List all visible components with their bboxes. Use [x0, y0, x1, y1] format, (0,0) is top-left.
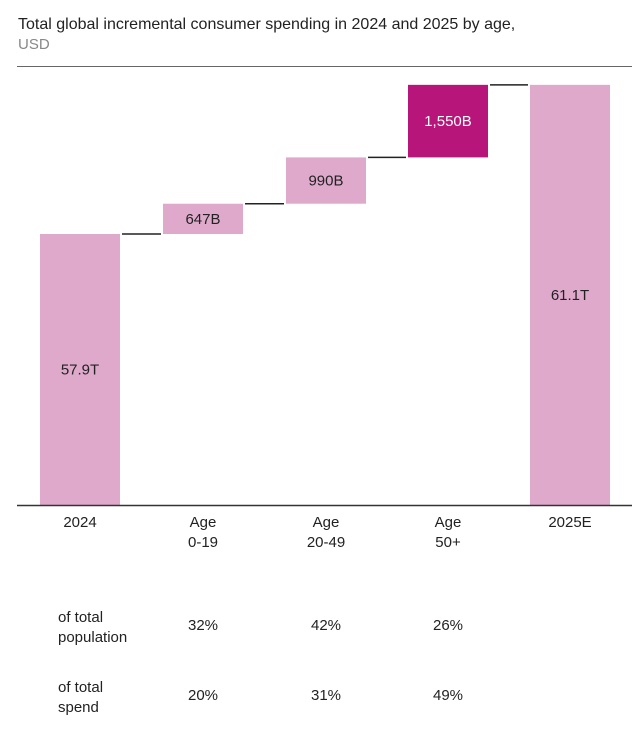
category-line1: 2025E: [548, 514, 592, 531]
category-label: 2024: [30, 513, 130, 533]
category-line1: Age: [189, 514, 217, 531]
bar-3: [408, 84, 488, 158]
category-label: Age 20-49: [276, 513, 376, 553]
bar-2: [286, 157, 366, 204]
category-label: Age 0-19: [153, 513, 253, 553]
category-label: 2025E: [520, 513, 620, 533]
bar-label-2: 990B: [308, 173, 343, 190]
population-20-49: 42%: [310, 617, 342, 634]
row-label-spend: of total spend: [58, 678, 103, 718]
population-0-19: 32%: [187, 617, 219, 634]
category-line2: 50+: [435, 534, 461, 551]
row-label-population: of total population: [58, 608, 127, 648]
chart-title: Total global incremental consumer spendi…: [18, 16, 516, 33]
category-line1: Age: [312, 514, 340, 531]
row-label-line2: spend: [58, 699, 99, 716]
row-label-line1: of total: [58, 609, 104, 626]
bar-label-1: 647B: [185, 211, 220, 228]
bar-0: [40, 234, 120, 505]
title-divider: [17, 66, 632, 67]
category-label: Age 50+: [398, 513, 498, 553]
bar-4: [530, 84, 610, 506]
bar-label-0: 57.9T: [61, 362, 99, 379]
category-line2: 0-19: [187, 534, 219, 551]
population-50-plus: 26%: [432, 617, 464, 634]
chart-unit: USD: [18, 36, 50, 53]
spend-0-19: 20%: [187, 687, 219, 704]
row-label-line2: population: [58, 629, 128, 646]
category-line1: Age: [434, 514, 462, 531]
category-line2: 20-49: [306, 534, 346, 551]
row-label-line1: of total: [58, 679, 104, 696]
spend-20-49: 31%: [310, 687, 342, 704]
bar-1: [163, 203, 243, 234]
bar-label-3: 1,550B: [424, 113, 472, 130]
bar-label-4: 61.1T: [551, 287, 589, 304]
category-line1: 2024: [63, 514, 97, 531]
spend-50-plus: 49%: [432, 687, 464, 704]
